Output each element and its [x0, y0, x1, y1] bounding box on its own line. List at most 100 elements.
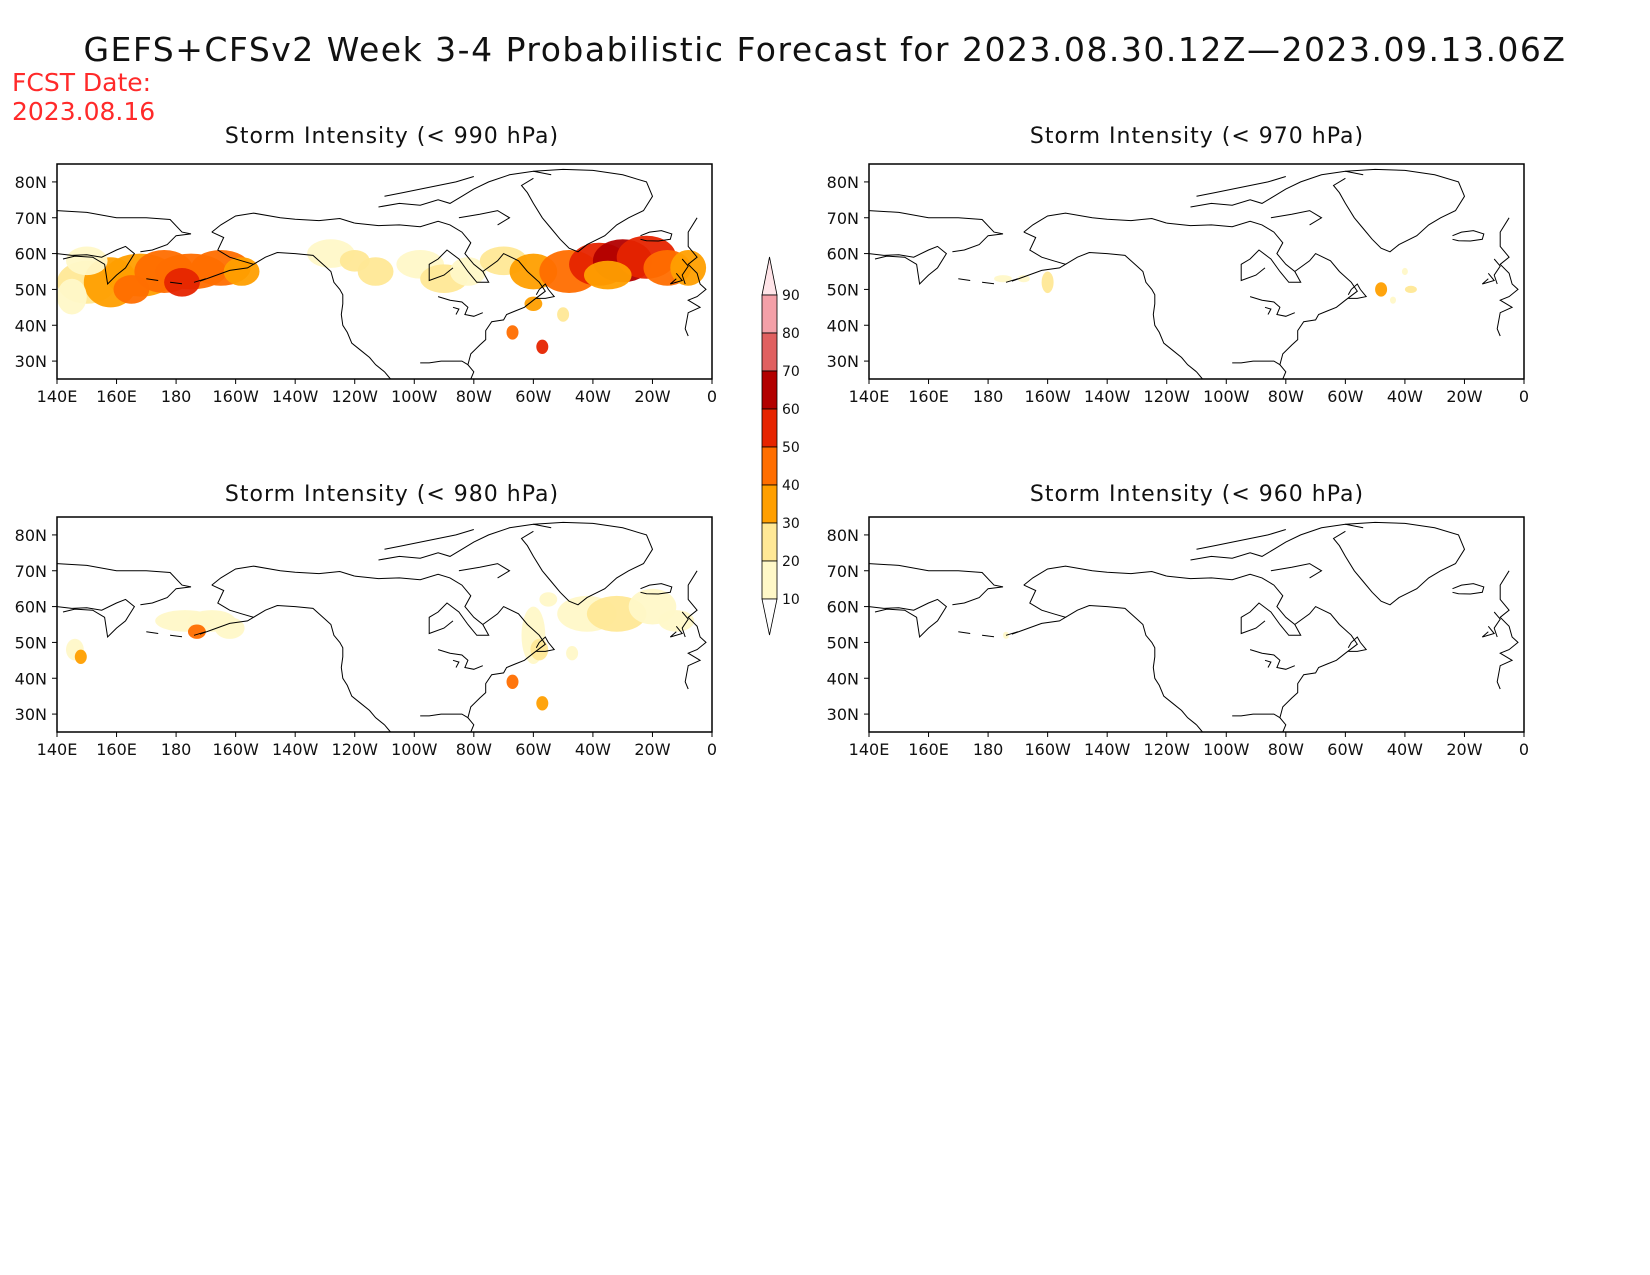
coastline-path [1347, 283, 1368, 299]
coastline [57, 168, 707, 379]
map-frame [868, 163, 1525, 380]
coastline-path [1065, 604, 1197, 726]
lon-tick-label: 160E [96, 387, 137, 406]
main-title: GEFS+CFSv2 Week 3-4 Probabilistic Foreca… [83, 30, 1567, 69]
lon-tick-label: 80W [456, 740, 492, 759]
coastline-path [1249, 649, 1295, 670]
coastline-path [535, 636, 556, 652]
coastline-path [57, 210, 192, 253]
forecast-date-label: FCST Date: 2023.08.16 [12, 68, 155, 126]
probability-patch [670, 250, 707, 286]
coastline-path [458, 563, 511, 579]
probability-field [66, 588, 695, 711]
coastline-path [1196, 529, 1286, 550]
lon-tick-label: 20W [634, 387, 670, 406]
coastline-path [1481, 272, 1496, 285]
colorbar-label: 50 [782, 440, 800, 456]
colorbar-swatch [761, 370, 778, 410]
coastline-path [146, 278, 159, 281]
lon-tick-label: 20W [1446, 740, 1482, 759]
colorbar-arrow-top [761, 256, 778, 296]
coastline-path [170, 634, 183, 638]
coastline-path [1196, 176, 1286, 197]
lon-tick-label: 160W [1024, 740, 1071, 759]
coastline-path [146, 631, 159, 634]
coastline-path [1196, 371, 1203, 379]
coastline-path [1332, 168, 1466, 253]
coastline-path [535, 283, 556, 299]
coastline-path [384, 724, 391, 732]
probability-field [1003, 631, 1009, 639]
colorbar-swatch [761, 294, 778, 334]
coastline-path [1452, 230, 1485, 242]
probability-patch [66, 246, 108, 276]
lat-tick-label: 60N [15, 598, 47, 617]
lon-tick-label: 0 [707, 740, 717, 759]
probability-patch [357, 257, 394, 286]
lon-tick-label: 180 [161, 740, 192, 759]
coastline-path [1493, 258, 1501, 285]
coastline-path [640, 230, 673, 242]
coastline-path [1279, 252, 1358, 379]
probability-patch [188, 624, 206, 639]
colorbar-label: 60 [782, 402, 800, 418]
coastline-path [452, 306, 460, 315]
lat-tick-label: 50N [15, 280, 47, 299]
coastline-path [669, 625, 684, 638]
probability-patch [1375, 282, 1388, 297]
coastline-path [1332, 521, 1466, 606]
coastline-path [1270, 210, 1323, 226]
lat-tick-label: 40N [827, 669, 859, 688]
coastline-path [520, 168, 654, 253]
lon-tick-label: 0 [1519, 387, 1529, 406]
probability-patch [164, 268, 200, 297]
coastline-path [420, 360, 469, 366]
coastline-path [437, 296, 483, 317]
lat-tick-label: 50N [827, 633, 859, 652]
colorbar-label: 70 [782, 364, 800, 380]
lon-tick-label: 180 [973, 387, 1004, 406]
lat-tick-label: 60N [827, 598, 859, 617]
coastline-path [1264, 306, 1272, 315]
lon-tick-label: 120W [1144, 387, 1191, 406]
fcst-date-caption: FCST Date: [12, 68, 152, 97]
coastline-path [57, 598, 136, 639]
coastline-path [193, 631, 207, 636]
probability-field [994, 267, 1417, 304]
coastline-path [1496, 217, 1519, 337]
coastline-path [384, 371, 391, 379]
lon-tick-label: 160W [1024, 387, 1071, 406]
coastline-path [1166, 220, 1302, 283]
probability-patch [214, 617, 245, 639]
lon-tick-label: 140W [1084, 740, 1131, 759]
lon-tick-label: 60W [1327, 387, 1363, 406]
coastline-path [170, 281, 183, 285]
probability-patch [557, 307, 570, 322]
coastline-path [57, 245, 136, 286]
probability-field [57, 235, 707, 354]
probability-patch [1003, 631, 1009, 639]
map-frame [56, 516, 713, 733]
lon-tick-label: 160E [96, 740, 137, 759]
colorbar-arrow-bottom [761, 598, 778, 636]
coastline-path [211, 212, 355, 233]
probability-patch [994, 275, 1012, 283]
lat-tick-label: 80N [827, 526, 859, 545]
coastline-path [958, 278, 971, 281]
lat-tick-label: 50N [15, 633, 47, 652]
lat-tick-label: 60N [827, 245, 859, 264]
coastline-path [420, 713, 469, 719]
coastline-path [958, 631, 971, 634]
lon-tick-label: 80W [1268, 387, 1304, 406]
coastline-path [378, 170, 552, 208]
coastline-path [1279, 605, 1358, 732]
coastline-path [452, 659, 460, 668]
coastline-path [1264, 659, 1272, 668]
coastline-path [640, 583, 673, 595]
lat-tick-label: 30N [15, 352, 47, 371]
lon-tick-label: 80W [456, 387, 492, 406]
panel-title-990: Storm Intensity (< 990 hPa) [224, 124, 560, 149]
lat-tick-label: 30N [827, 705, 859, 724]
colorbar-label: 40 [782, 478, 800, 494]
probability-patch [223, 257, 260, 286]
